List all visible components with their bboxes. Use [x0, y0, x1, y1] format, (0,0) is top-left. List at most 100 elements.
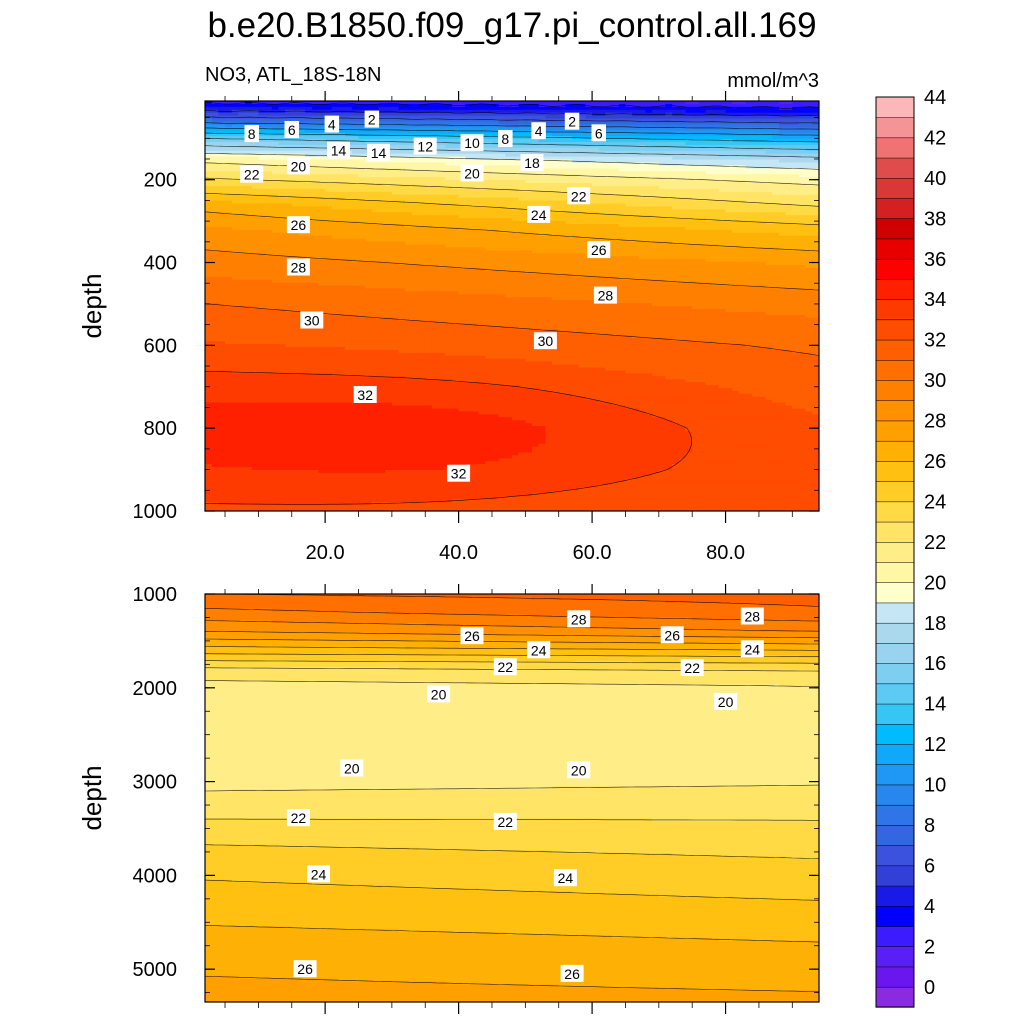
contour-cell	[465, 124, 473, 128]
contour-cell	[231, 106, 239, 111]
contour-cell	[805, 130, 813, 134]
contour-cell	[618, 106, 627, 111]
contour-cell	[371, 130, 380, 134]
contour-cell	[358, 106, 366, 111]
contour-cell	[385, 101, 393, 105]
contour-cell	[465, 101, 473, 105]
contour-cell	[718, 127, 727, 131]
contour-cell	[552, 106, 560, 111]
contour-cell	[632, 121, 640, 126]
contour-cell	[705, 127, 713, 131]
contour-cell	[772, 115, 780, 120]
contour-cell	[658, 127, 667, 131]
contour-cell	[638, 118, 647, 123]
contour-cell	[538, 106, 546, 111]
contour-cell	[478, 101, 486, 105]
contour-cell	[632, 109, 640, 114]
contour-cell	[418, 127, 426, 131]
contour-cell	[725, 109, 733, 114]
contour-cell	[732, 101, 740, 105]
contour-cell	[658, 118, 667, 123]
contour-cell	[692, 127, 700, 131]
upper-panel: NO3, ATL_18S-18N mmol/m^3 8 6 4 214 14 12 10 8 4…	[77, 64, 820, 564]
contour-cell	[592, 109, 600, 114]
contour-cell	[465, 106, 473, 111]
contour-cell	[318, 109, 326, 114]
contour-cell	[565, 133, 573, 137]
contour-cell	[772, 112, 780, 117]
contour-cell	[311, 124, 320, 128]
contour-cell	[605, 133, 613, 137]
contour-cell	[425, 101, 433, 105]
contour-cell	[518, 130, 526, 134]
contour-cell	[445, 112, 453, 117]
contour-cell	[331, 112, 340, 117]
contour-cell	[431, 130, 440, 134]
contour-cell	[351, 121, 360, 126]
contour-cell	[658, 121, 667, 126]
contour-cell	[405, 115, 413, 120]
contour-cell	[552, 109, 560, 114]
contour-cell	[351, 118, 360, 123]
contour-cell	[678, 106, 687, 111]
contour-cell	[265, 115, 273, 120]
contour-cell	[518, 112, 526, 117]
contour-cell	[345, 103, 353, 108]
contour-cell	[738, 112, 747, 117]
contour-cell	[745, 133, 753, 137]
contour-cell	[638, 109, 647, 114]
contour-cell	[378, 127, 386, 131]
contour-cell	[632, 124, 640, 128]
contour-cell	[745, 101, 753, 105]
contour-cell	[698, 103, 707, 108]
contour-cell	[592, 121, 600, 126]
contour-cell	[738, 121, 747, 126]
contour-cell	[478, 112, 486, 117]
contour-cell	[358, 112, 366, 117]
contour-cell	[398, 109, 406, 114]
contour-cell	[658, 101, 667, 105]
contour-cell	[311, 118, 320, 123]
contour-cell	[365, 127, 373, 131]
contour-cell	[578, 133, 587, 137]
contour-cell	[265, 136, 273, 140]
contour-cell	[685, 115, 693, 120]
contour-cell	[205, 124, 213, 128]
contour-cell	[625, 124, 633, 128]
contour-cell	[732, 121, 740, 126]
contour-cell	[271, 121, 280, 126]
contour-cell	[512, 130, 520, 134]
contour-cell	[652, 121, 660, 126]
contour-cell	[725, 101, 733, 105]
contour-cell	[205, 118, 213, 123]
contour-cell	[512, 106, 520, 111]
contour-cell	[678, 130, 687, 134]
contour-cell	[411, 130, 420, 134]
contour-cell	[585, 101, 593, 105]
contour-cell	[485, 121, 493, 126]
contour-cell	[792, 115, 800, 120]
contour-cell	[738, 118, 747, 123]
contour-cell	[471, 130, 480, 134]
contour-cell	[451, 127, 460, 131]
contour-cell	[618, 115, 627, 120]
contour-cell	[318, 130, 326, 134]
contour-cell	[538, 109, 546, 114]
chart-title: b.e20.B1850.f09_g17.pi_control.all.169	[207, 6, 816, 45]
contour-cell	[745, 124, 753, 128]
contour-cell	[652, 109, 660, 114]
contour-cell	[565, 101, 573, 105]
contour-cell	[558, 106, 566, 111]
contour-cell	[512, 127, 520, 131]
contour-cell	[805, 124, 813, 128]
contour-cell	[712, 127, 720, 131]
contour-cell	[645, 130, 653, 134]
contour-cell	[331, 101, 340, 105]
contour-cell	[378, 109, 386, 114]
contour-cell	[765, 115, 773, 120]
contour-cell	[391, 115, 400, 120]
contour-cell	[358, 130, 366, 134]
contour-cell	[291, 112, 300, 117]
contour-cell	[585, 106, 593, 111]
contour-cell	[378, 112, 386, 117]
